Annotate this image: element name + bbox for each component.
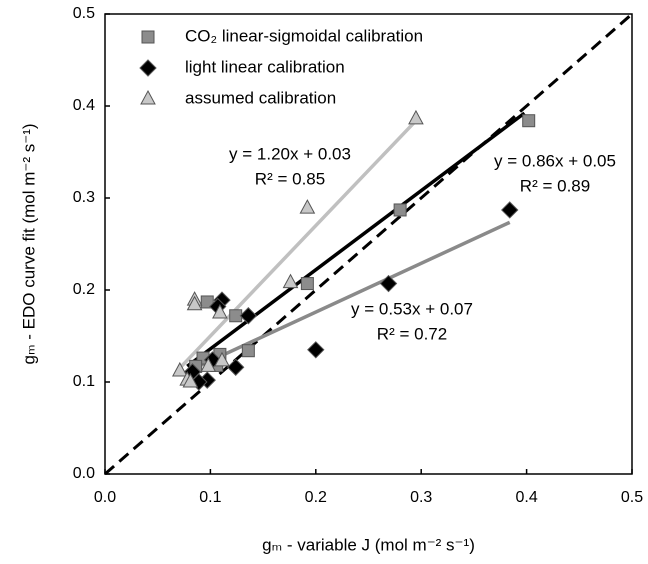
- x-tick-label: 0.1: [199, 489, 221, 506]
- legend-marker: [140, 89, 156, 105]
- marker-triangle: [408, 109, 424, 125]
- x-axis-label: gₘ - variable J (mol m⁻² s⁻¹): [262, 535, 475, 554]
- marker-square: [200, 295, 214, 309]
- marker-triangle: [299, 199, 316, 214]
- x-tick-label: 0.3: [410, 489, 432, 506]
- marker-square: [393, 203, 407, 217]
- legend-label: light linear calibration: [185, 57, 345, 76]
- marker-triangle: [282, 273, 299, 289]
- fit-r2: R² = 0.89: [520, 176, 590, 195]
- fit-line: [183, 220, 511, 375]
- legend-marker: [141, 30, 155, 44]
- marker-diamond: [239, 307, 258, 325]
- y-tick-label: 0.1: [73, 373, 95, 390]
- marker-triangle: [186, 295, 203, 311]
- marker-square: [300, 277, 314, 291]
- fit-r2: R² = 0.72: [377, 324, 447, 343]
- y-tick-label: 0.4: [73, 97, 95, 114]
- marker-triangle: [214, 351, 230, 367]
- y-tick-label: 0.2: [73, 281, 95, 298]
- x-tick-label: 0.0: [94, 489, 116, 506]
- marker-diamond: [307, 341, 325, 359]
- plot-frame: [104, 13, 633, 475]
- y-tick-label: 0.0: [73, 465, 95, 482]
- fit-line: [186, 111, 526, 368]
- fit-r2: R² = 0.85: [255, 169, 325, 188]
- marker-triangle: [171, 361, 188, 377]
- marker-triangle: [212, 303, 228, 319]
- marker-square: [522, 114, 536, 128]
- fit-equation: y = 0.86x + 0.05: [494, 151, 616, 170]
- legend-label: assumed calibration: [185, 88, 336, 107]
- x-tick-label: 0.4: [515, 489, 537, 506]
- y-tick-label: 0.5: [73, 5, 95, 22]
- x-tick-label: 0.2: [305, 489, 327, 506]
- y-tick-label: 0.3: [73, 189, 95, 206]
- y-axis-label: gₘ - EDO curve fit (mol m⁻² s⁻¹): [19, 123, 38, 364]
- marker-triangle: [182, 372, 199, 388]
- x-tick-label: 0.5: [621, 489, 643, 506]
- fit-equation: y = 0.53x + 0.07: [351, 299, 473, 318]
- legend-marker: [139, 59, 157, 77]
- marker-square: [241, 344, 255, 358]
- marker-diamond: [379, 274, 398, 293]
- fit-line: [179, 119, 418, 369]
- fit-equation: y = 1.20x + 0.03: [229, 144, 351, 163]
- marker-diamond: [226, 358, 245, 376]
- marker-triangle: [200, 357, 217, 372]
- marker-diamond: [501, 201, 519, 219]
- legend-label: CO₂ linear-sigmoidal calibration: [185, 26, 423, 45]
- identity-line: [104, 12, 633, 476]
